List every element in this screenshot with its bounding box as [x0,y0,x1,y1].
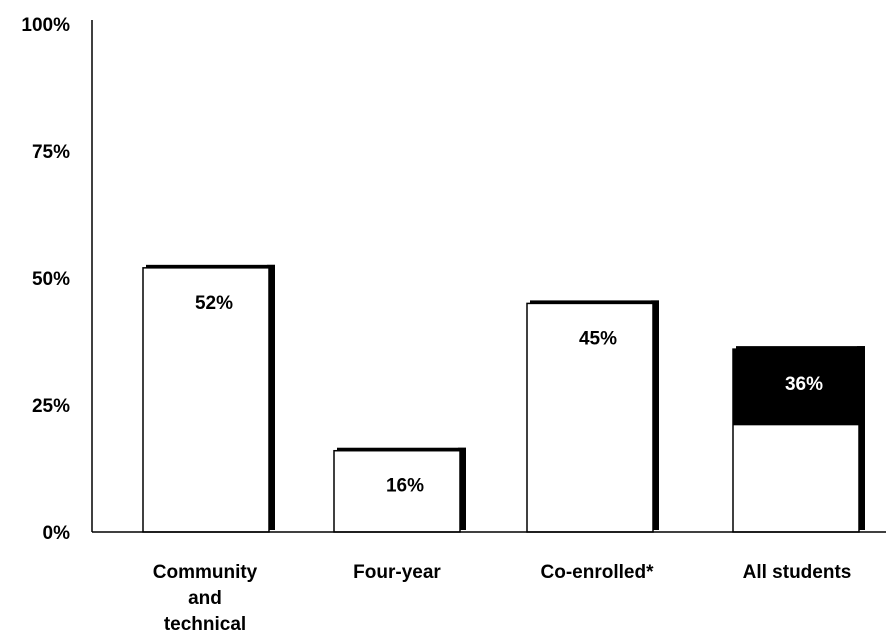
bar [333,449,461,533]
bar-shadow-top [146,264,275,269]
x-category-label: Co-enrolled* [541,562,655,583]
bar-value-label: 52% [195,293,233,314]
x-category-label: Four-year [353,562,441,583]
bar-shadow [267,264,275,530]
y-tick-label: 0% [43,523,71,544]
y-tick-label: 75% [32,142,70,163]
x-category-label: technical [164,614,246,635]
bar-shadow [651,300,659,530]
x-category-label: All students [743,562,852,583]
bar-shadow-top [530,300,659,305]
x-category-label: Community [153,562,258,583]
bar-shadow [458,447,466,530]
y-tick-label: 100% [21,15,70,36]
y-axis: 0% 25% 50% 75% 100% [21,15,93,544]
bar-shadow [857,346,865,530]
x-category-label: and [188,588,222,609]
bar-shadow-top [736,346,865,351]
y-tick-label: 50% [32,269,70,290]
x-axis: Community and technical Four-year Co-enrolle… [92,531,886,635]
y-tick-label: 25% [32,396,70,417]
bar-shadow-top [337,447,466,452]
bar-highlight-segment [733,349,859,426]
bar [526,302,654,533]
bar-value-label: 45% [579,328,617,349]
bar-value-label: 16% [386,476,424,497]
bars: 52% 16% 45% 36% [142,264,865,533]
bar-value-label: 36% [785,374,823,395]
bar [142,267,270,533]
